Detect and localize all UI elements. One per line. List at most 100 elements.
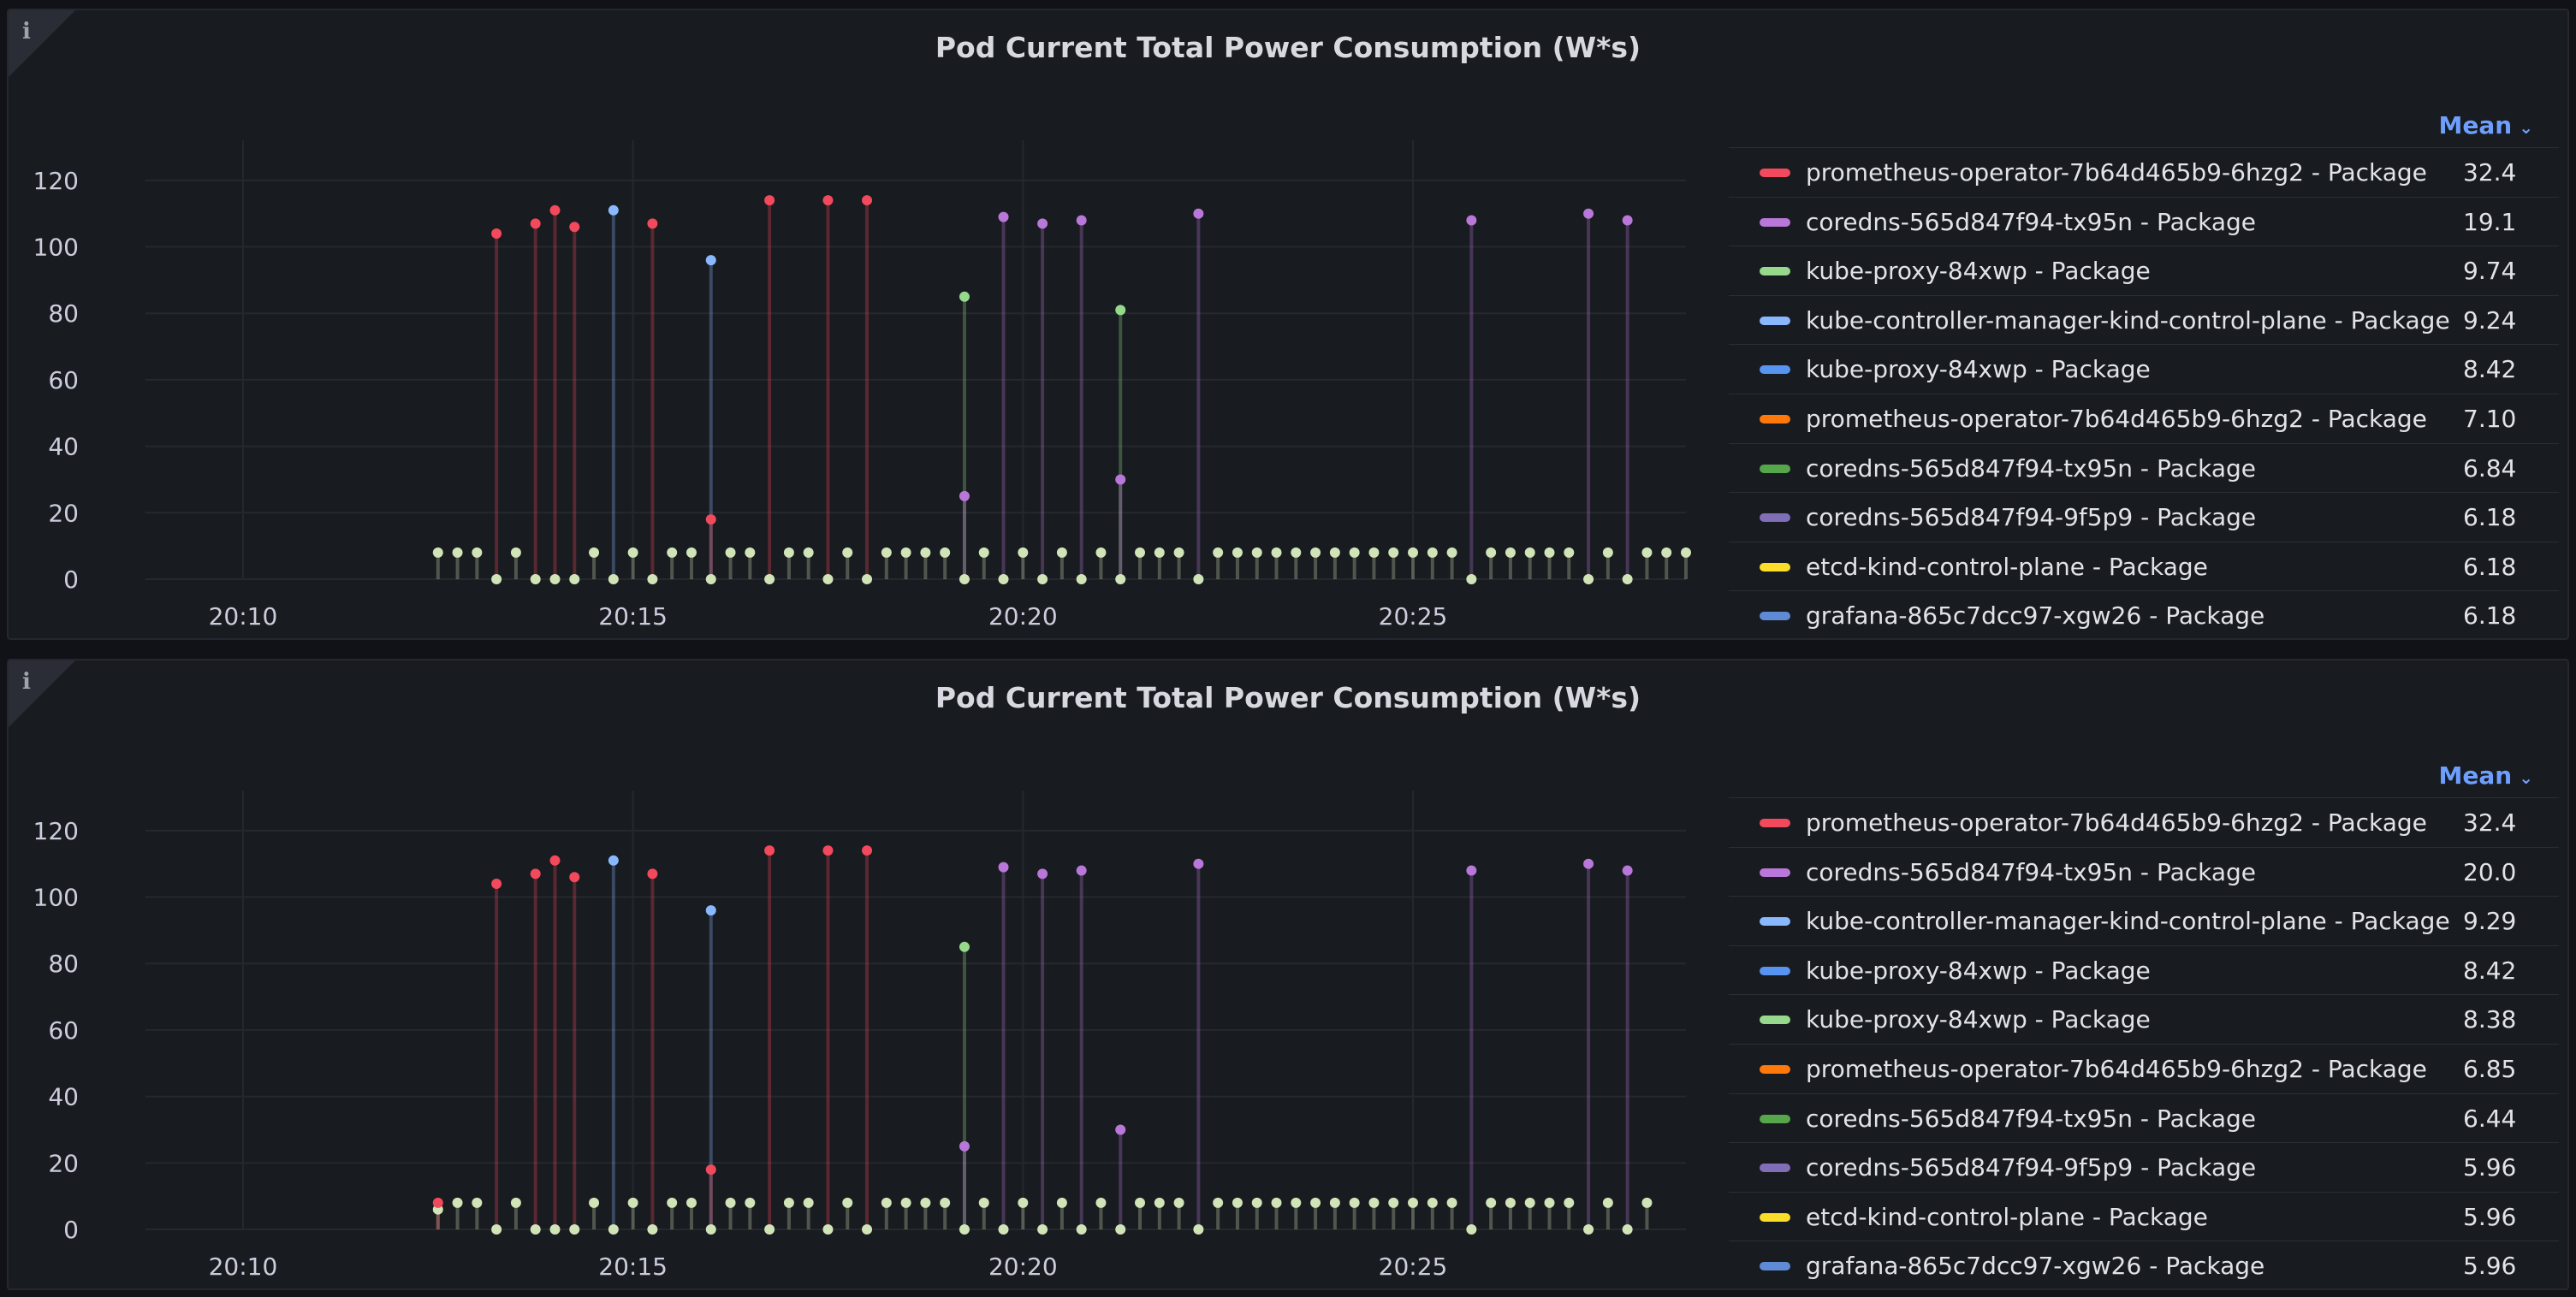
x-tick-label: 20:10: [209, 1253, 278, 1281]
legend-row[interactable]: kube-controller-manager-kind-control-pla…: [1729, 896, 2559, 945]
y-tick-label: 40: [48, 1083, 79, 1111]
legend-row[interactable]: coredns-565d847f94-tx95n - Package 20.0: [1729, 846, 2559, 897]
legend-row[interactable]: etcd-kind-control-plane - Package 6.18: [1729, 541, 2559, 591]
legend-mean-value: 32.4: [2463, 808, 2517, 837]
data-point: [686, 547, 697, 558]
data-point: [589, 547, 600, 558]
data-point: [1564, 1197, 1575, 1208]
legend-header: Mean ⌄: [1729, 96, 2559, 147]
data-point: [1583, 208, 1594, 219]
data-point: [1076, 1224, 1087, 1235]
legend-row[interactable]: prometheus-operator-7b64d465b9-6hzg2 - P…: [1729, 797, 2559, 847]
data-point: [920, 1197, 931, 1208]
series-color-swatch: [1760, 1016, 1790, 1025]
mean-sort-label: Mean: [2438, 111, 2513, 139]
legend-row[interactable]: prometheus-operator-7b64d465b9-6hzg2 - P…: [1729, 147, 2559, 197]
data-point: [1056, 547, 1067, 558]
data-point: [472, 1197, 483, 1208]
legend-mean-value: 6.44: [2463, 1104, 2517, 1133]
legend-row[interactable]: coredns-565d847f94-tx95n - Package 6.84: [1729, 442, 2559, 493]
data-point: [705, 1164, 716, 1176]
legend-row[interactable]: coredns-565d847f94-tx95n - Package 6.44: [1729, 1093, 2559, 1143]
data-point: [1388, 547, 1399, 558]
data-point: [764, 195, 775, 206]
x-tick-label: 20:25: [1379, 602, 1448, 631]
data-point: [1115, 574, 1126, 584]
data-point: [1466, 1224, 1477, 1235]
legend-row[interactable]: kube-proxy-84xwp - Package 8.42: [1729, 945, 2559, 995]
data-point: [1583, 858, 1594, 869]
legend-row[interactable]: kube-proxy-84xwp - Package 9.74: [1729, 246, 2559, 295]
mean-sort-button[interactable]: Mean ⌄: [2439, 761, 2533, 790]
data-point: [491, 574, 502, 584]
data-point: [1095, 547, 1107, 558]
legend-table: Mean ⌄ prometheus-operator-7b64d465b9-6hz…: [1729, 746, 2559, 1288]
data-point: [1251, 547, 1262, 558]
data-point: [491, 879, 502, 889]
legend-mean-value: 7.10: [2463, 404, 2517, 433]
legend-series-name: etcd-kind-control-plane - Package: [1806, 552, 2208, 581]
data-point: [1446, 547, 1457, 558]
series-color-swatch: [1760, 365, 1790, 375]
info-icon[interactable]: i: [22, 669, 31, 695]
x-tick-label: 20:20: [988, 602, 1058, 631]
data-point: [803, 1197, 814, 1208]
legend-row[interactable]: kube-proxy-84xwp - Package 8.42: [1729, 344, 2559, 394]
data-point: [822, 195, 834, 206]
data-point: [608, 204, 619, 216]
legend-row[interactable]: coredns-565d847f94-9f5p9 - Package 6.18: [1729, 492, 2559, 542]
legend-row[interactable]: grafana-865c7dcc97-xgw26 - Package 5.96: [1729, 1241, 2559, 1288]
data-point: [1193, 208, 1204, 219]
legend-row[interactable]: grafana-865c7dcc97-xgw26 - Package 6.18: [1729, 590, 2559, 638]
stem-lines: [436, 200, 1688, 579]
data-points: [432, 845, 1653, 1235]
data-point: [862, 195, 873, 206]
legend-row[interactable]: kube-proxy-84xwp - Package 8.38: [1729, 994, 2559, 1044]
legend-mean-value: 9.74: [2463, 257, 2517, 286]
data-point: [1232, 547, 1243, 558]
data-point: [1466, 215, 1477, 226]
data-point: [530, 574, 541, 584]
data-point: [705, 1224, 716, 1235]
data-point: [998, 1224, 1009, 1235]
data-point: [432, 1197, 443, 1208]
legend-row[interactable]: coredns-565d847f94-9f5p9 - Package 5.96: [1729, 1142, 2559, 1192]
legend-row[interactable]: prometheus-operator-7b64d465b9-6hzg2 - P…: [1729, 1043, 2559, 1093]
data-point: [1622, 1224, 1633, 1235]
stem-lines: [436, 850, 1649, 1229]
mean-sort-button[interactable]: Mean ⌄: [2439, 111, 2533, 139]
data-point: [705, 574, 716, 584]
data-point: [1583, 574, 1594, 584]
data-point: [452, 547, 463, 558]
data-point: [569, 1224, 580, 1235]
info-icon[interactable]: i: [22, 19, 31, 44]
data-point: [1135, 547, 1146, 558]
y-tick-label: 100: [33, 884, 79, 912]
legend-series-name: kube-proxy-84xwp - Package: [1806, 1005, 2151, 1034]
y-tick-label: 40: [48, 433, 79, 461]
chevron-down-icon: ⌄: [2519, 767, 2533, 788]
data-point: [1622, 215, 1633, 226]
legend-row[interactable]: coredns-565d847f94-tx95n - Package 19.1: [1729, 196, 2559, 246]
legend-row[interactable]: etcd-kind-control-plane - Package 5.96: [1729, 1191, 2559, 1241]
data-point: [1486, 1197, 1497, 1208]
data-point: [842, 547, 853, 558]
legend-row[interactable]: kube-controller-manager-kind-control-pla…: [1729, 294, 2559, 345]
legend-mean-value: 6.85: [2463, 1054, 2517, 1083]
data-point: [959, 574, 970, 584]
y-tick-label: 20: [48, 1149, 79, 1177]
y-tick-label: 80: [48, 299, 79, 328]
data-point: [510, 1197, 521, 1208]
data-point: [1349, 547, 1360, 558]
legend-mean-value: 19.1: [2463, 207, 2517, 236]
data-point: [822, 574, 834, 584]
power-panel-top: i Pod Current Total Power Consumption (W…: [7, 9, 2569, 640]
data-point: [1018, 1197, 1029, 1208]
data-point: [803, 547, 814, 558]
data-point: [783, 547, 794, 558]
legend-row[interactable]: prometheus-operator-7b64d465b9-6hzg2 - P…: [1729, 393, 2559, 443]
data-point: [432, 547, 443, 558]
legend-header: Mean ⌄: [1729, 746, 2559, 797]
data-point: [764, 845, 775, 856]
y-tick-label: 60: [48, 1016, 79, 1045]
